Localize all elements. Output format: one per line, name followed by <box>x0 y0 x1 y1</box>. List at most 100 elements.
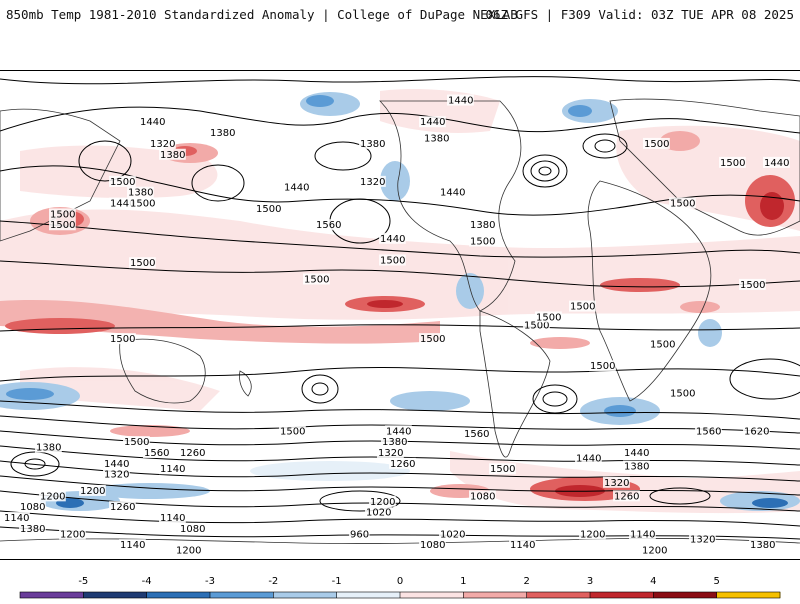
contour-label: 1020 <box>440 529 465 540</box>
contour-label-bg <box>603 476 630 488</box>
contour-label: 1440 <box>104 459 129 470</box>
contour-label: 1320 <box>378 448 403 459</box>
colorbar-segment <box>146 592 211 598</box>
contour-label-bg <box>569 300 596 312</box>
colorbar-segment <box>716 592 781 598</box>
contour-label-bg <box>79 484 106 496</box>
contour-label-bg <box>149 137 176 149</box>
contour-label-bg <box>119 539 146 551</box>
contour-label: 1320 <box>604 478 629 489</box>
contour-label: 1380 <box>382 437 407 448</box>
contour-label-bg <box>35 441 62 453</box>
contour-label-bg <box>641 544 668 556</box>
contour-label: 1380 <box>750 540 775 551</box>
contour-label: 1020 <box>366 508 391 519</box>
contour-label: 1500 <box>130 258 155 269</box>
contour-label: 1380 <box>360 139 385 150</box>
contour-label: 1380 <box>20 524 45 535</box>
contour-label: 1200 <box>60 529 85 540</box>
contour-label-bg <box>419 539 446 551</box>
contour-label: 1500 <box>304 274 329 285</box>
contour-label-bg <box>623 460 650 472</box>
contour-label: 1320 <box>690 535 715 546</box>
contour-label-bg <box>377 446 404 458</box>
contour-label-bg <box>365 506 392 518</box>
contour-label: 1380 <box>160 150 185 161</box>
contour-label-bg <box>279 425 306 437</box>
contour-label-bg <box>283 181 310 193</box>
contour-label-bg <box>447 94 474 106</box>
contour-label: 1500 <box>50 209 75 220</box>
colorbar-tick-label: 1 <box>460 576 466 587</box>
contour-label: 1620 <box>744 426 769 437</box>
contour-label: 1080 <box>470 491 495 502</box>
contour-label-bg <box>139 116 166 128</box>
contour-label: 1140 <box>160 464 185 475</box>
contour-label: 1500 <box>110 177 135 188</box>
contour-label-bg <box>613 490 640 502</box>
contour-label-bg <box>129 257 156 269</box>
contour-label-bg <box>19 522 46 534</box>
colorbar-tick-label: -1 <box>332 576 342 587</box>
contour-label-bg <box>579 528 606 540</box>
contour-label: 1140 <box>630 529 655 540</box>
contour-label: 1320 <box>150 139 175 150</box>
contour-label-bg <box>535 311 562 323</box>
contour-label-bg <box>589 360 616 372</box>
contour-label-bg <box>469 235 496 247</box>
contour-label: 1500 <box>536 312 561 323</box>
contour-label: 1440 <box>448 96 473 107</box>
colorbar-segment <box>273 592 338 598</box>
contour-label-bg <box>359 137 386 149</box>
contour-label-bg <box>629 528 656 540</box>
contour-label-bg <box>349 528 370 540</box>
colorbar-segment <box>400 592 464 598</box>
contour-label: 1500 <box>590 361 615 372</box>
contour-label: 1140 <box>510 540 535 551</box>
anomaly-map: 1440 1380 1320 1380 1500 1380 1440 1500 1500 1500… <box>0 70 800 560</box>
contour-label-bg <box>419 333 446 345</box>
contour-label-bg <box>385 425 412 437</box>
contour-label-bg <box>523 319 550 331</box>
contour-label-bg <box>123 436 150 448</box>
contour-label: 1080 <box>20 502 45 513</box>
contour-label-bg <box>109 333 136 345</box>
contour-label: 1380 <box>424 133 449 144</box>
contour-label-bg <box>743 425 770 437</box>
colorbar-segment <box>463 592 528 598</box>
contour-label: 1500 <box>380 255 405 266</box>
contour-label: 1140 <box>4 513 29 524</box>
contour-label-bg <box>669 197 696 209</box>
contour-label-bg <box>379 254 406 266</box>
contour-label: 1500 <box>280 426 305 437</box>
contour-label-bg <box>179 446 206 458</box>
contour-label: 1440 <box>576 453 601 464</box>
contour-label-bg <box>739 278 766 290</box>
contour-label-bg <box>129 197 156 209</box>
contour-label-bg <box>19 501 46 513</box>
contour-label: 1500 <box>490 464 515 475</box>
colorbar-segment <box>590 592 654 598</box>
colorbar-tick-label: 5 <box>713 576 719 587</box>
contour-label: 1440 <box>624 448 649 459</box>
contour-label-bg <box>423 132 450 144</box>
contour-label: 1140 <box>120 540 145 551</box>
contour-label-bg <box>315 219 342 231</box>
contour-label-bg <box>103 457 130 469</box>
contour-label-bg <box>179 522 206 534</box>
contour-label-bg <box>719 156 746 168</box>
contour-label: 1440 <box>140 117 165 128</box>
contour-label: 1500 <box>470 237 495 248</box>
contour-label-bg <box>3 512 30 524</box>
colorbar-segment <box>653 592 718 598</box>
contour-label-bg <box>143 446 170 458</box>
contour-label: 1440 <box>110 199 135 210</box>
contour-label-bg <box>109 175 136 187</box>
contour-label-bg <box>419 116 446 128</box>
contour-label: 1440 <box>420 117 445 128</box>
contour-label-bg <box>175 544 202 556</box>
contour-label: 1260 <box>110 502 135 513</box>
contour-label-bg <box>359 175 386 187</box>
contour-label: 1200 <box>80 486 105 497</box>
contour-label-bg <box>389 457 416 469</box>
